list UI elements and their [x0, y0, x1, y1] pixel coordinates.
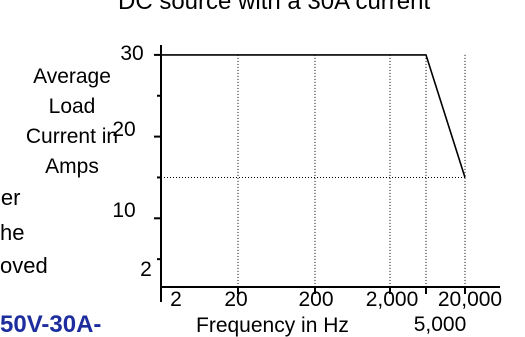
- x-tick-label: 20,000: [438, 288, 502, 311]
- series-line: [161, 54, 466, 178]
- y-axis-label: Average Load Current in Amps: [0, 62, 144, 182]
- bottom-blue-fragment: 50V-30A-: [0, 311, 102, 337]
- x-tick-label: 200: [298, 288, 333, 311]
- y-axis-label-line: Average: [33, 65, 111, 88]
- x-axis-label: Frequency in Hz: [196, 314, 349, 337]
- x-tick-label: 2: [170, 288, 182, 311]
- y-tick-label: 2: [140, 258, 152, 281]
- y-axis-label-line: Current in: [25, 125, 119, 148]
- x-tick-label: 20: [224, 288, 247, 311]
- left-text-fragment: he: [0, 220, 25, 245]
- y-tick-label: 20: [112, 118, 135, 141]
- y-axis-label-line: Load: [48, 95, 96, 118]
- left-text-fragment: ier: [0, 185, 21, 210]
- x-tick-label: 5,000: [414, 313, 467, 336]
- title-fragment: DC source with a 30A current: [118, 0, 431, 15]
- y-axis-label-line: Amps: [45, 155, 99, 178]
- x-tick-label: 2,000: [366, 288, 419, 311]
- y-tick-label: 30: [120, 42, 143, 65]
- y-tick-label: 10: [112, 199, 135, 222]
- left-text-fragment: oved: [0, 253, 48, 278]
